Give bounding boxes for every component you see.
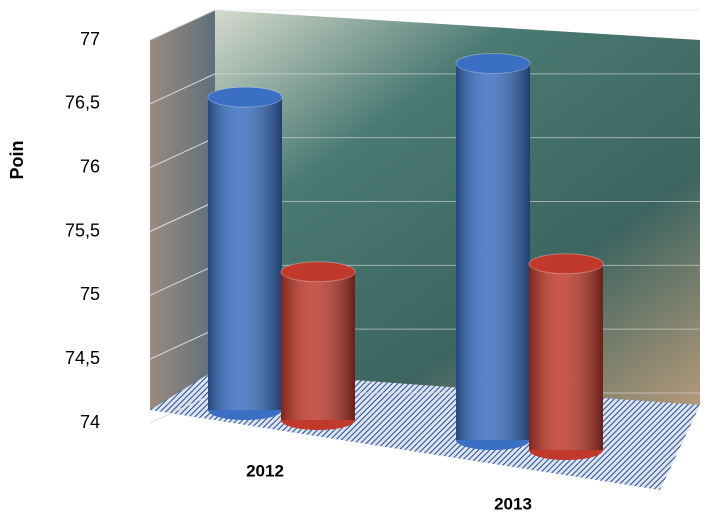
y-tick-label: 74 <box>80 412 100 432</box>
y-tick-label: 75 <box>80 284 100 304</box>
bar-top <box>281 262 355 282</box>
y-tick-label: 77 <box>80 29 100 49</box>
bar-top <box>208 87 282 107</box>
chart: Poin 74 74,5 75 75,5 76 76,5 77 2012 2013 <box>0 0 707 517</box>
side-wall <box>150 10 215 410</box>
bar-shade <box>529 264 603 450</box>
y-tick-label: 74,5 <box>65 348 100 368</box>
y-tick-label: 76 <box>80 156 100 176</box>
bar-top <box>456 53 530 73</box>
y-tick-label: 75,5 <box>65 220 100 240</box>
bar-shade <box>456 63 530 440</box>
bar-shade <box>208 97 282 410</box>
x-tick-label: 2012 <box>246 461 284 480</box>
bar-top <box>529 254 603 274</box>
y-tick-label: 76,5 <box>65 93 100 113</box>
y-axis-label: Poin <box>7 141 27 180</box>
x-tick-label: 2013 <box>494 494 532 513</box>
bar-shade <box>281 272 355 420</box>
